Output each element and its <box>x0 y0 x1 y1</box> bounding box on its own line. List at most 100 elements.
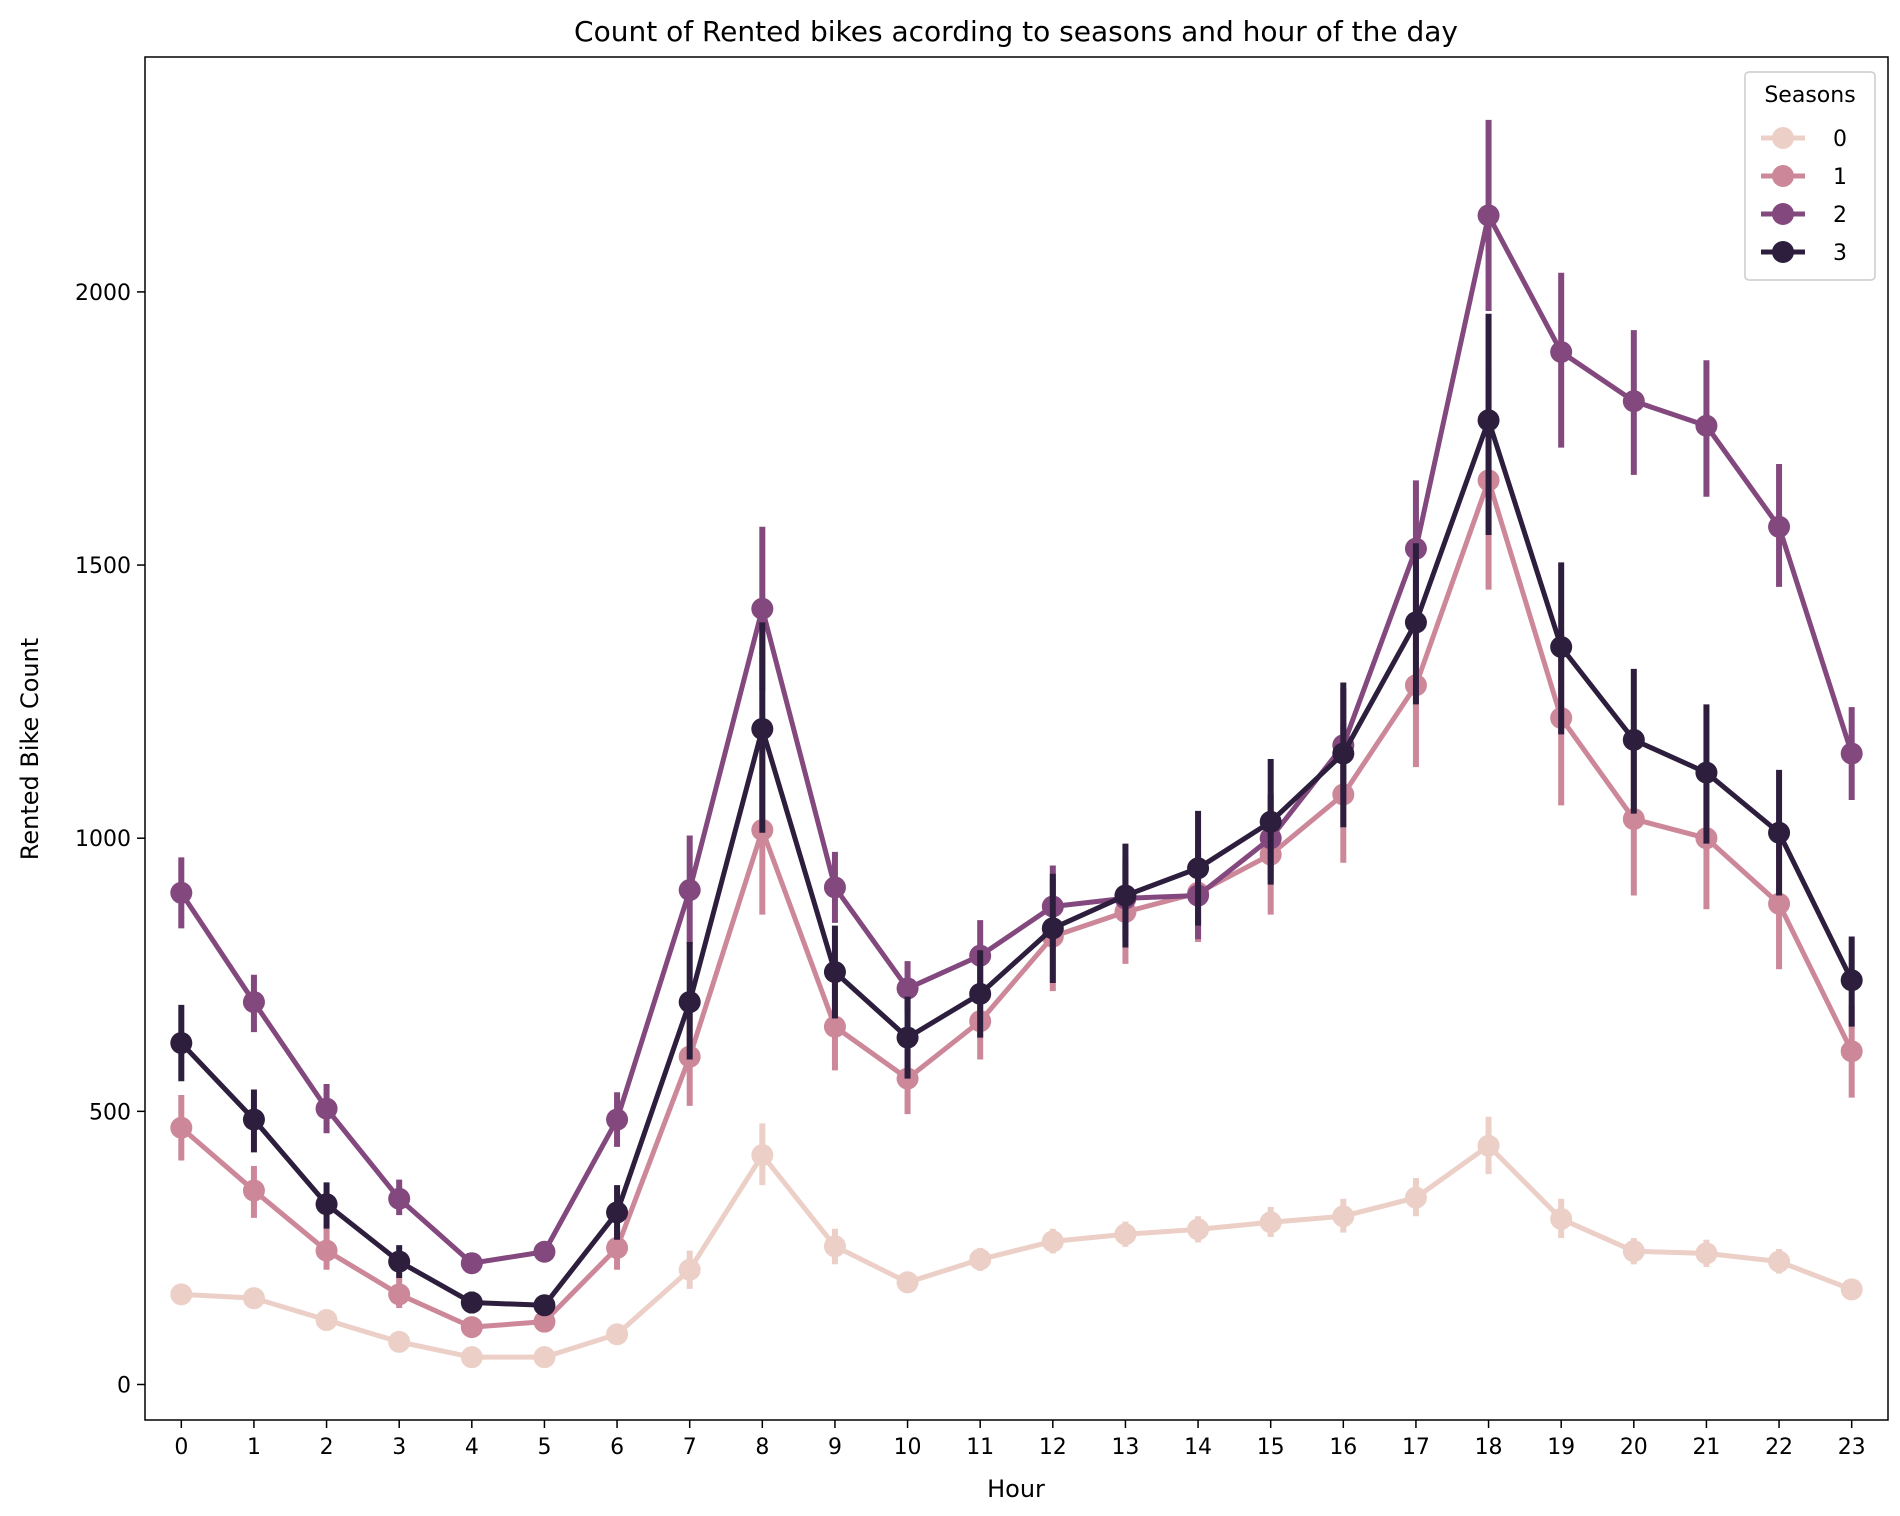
x-tick-label: 12 <box>1039 1435 1067 1460</box>
x-tick-label: 1 <box>247 1435 261 1460</box>
data-point <box>1114 1223 1137 1246</box>
data-point <box>969 1248 992 1271</box>
x-tick-label: 5 <box>537 1435 551 1460</box>
data-point <box>1404 1186 1427 1209</box>
x-tick-label: 23 <box>1838 1435 1866 1460</box>
x-tick-label: 18 <box>1475 1435 1503 1460</box>
y-tick-label: 500 <box>89 1100 131 1125</box>
data-point <box>170 881 193 904</box>
data-point <box>460 1291 483 1314</box>
series-line <box>179 417 1854 1308</box>
data-point <box>896 977 919 1000</box>
data-point <box>533 1294 556 1317</box>
legend-title: Seasons <box>1764 83 1855 108</box>
series-line <box>179 212 1855 1266</box>
x-tick-label: 13 <box>1111 1435 1139 1460</box>
x-tick-label: 22 <box>1765 1435 1793 1460</box>
y-tick-label: 1000 <box>75 827 131 852</box>
chart-title: Count of Rented bikes acording to season… <box>574 15 1458 48</box>
x-tick-label: 16 <box>1329 1435 1357 1460</box>
data-point <box>1550 340 1573 363</box>
data-point <box>170 1116 193 1139</box>
data-point <box>242 1287 265 1310</box>
x-axis-label: Hour <box>987 1475 1045 1503</box>
data-point <box>606 1201 629 1224</box>
x-tick-label: 15 <box>1257 1435 1285 1460</box>
legend-swatch-marker <box>1772 165 1794 187</box>
data-point <box>242 1108 265 1131</box>
data-point <box>823 1235 846 1258</box>
data-point <box>533 1346 556 1369</box>
data-point <box>388 1330 411 1353</box>
series-0 <box>170 1116 1863 1369</box>
data-point <box>242 1179 265 1202</box>
data-point <box>1840 742 1863 765</box>
series-line <box>181 1143 1853 1360</box>
data-point <box>606 1236 629 1259</box>
data-point <box>242 991 265 1014</box>
data-point <box>1768 1250 1791 1273</box>
data-point <box>1768 515 1791 538</box>
data-point <box>606 1108 629 1131</box>
data-point <box>315 1193 338 1216</box>
x-tick-label: 0 <box>174 1435 188 1460</box>
data-point <box>896 1271 919 1294</box>
x-tick-label: 20 <box>1620 1435 1648 1460</box>
axes: 0 1 2 3 4 5 6 7 8 9 10 11 12 13 14 15 16 17 18 19 20 21 22 2305… <box>75 56 1889 1460</box>
x-tick-label: 21 <box>1692 1435 1720 1460</box>
data-point <box>315 1239 338 1262</box>
data-point <box>1332 1205 1355 1228</box>
data-point <box>678 879 701 902</box>
x-tick-label: 7 <box>683 1435 697 1460</box>
data-point <box>1695 1242 1718 1265</box>
x-tick-label: 19 <box>1547 1435 1575 1460</box>
data-point <box>533 1240 556 1263</box>
data-point <box>1695 414 1718 437</box>
legend-box <box>1744 71 1876 281</box>
data-point <box>1622 390 1645 413</box>
data-point <box>606 1323 629 1346</box>
data-point <box>1840 969 1863 992</box>
y-tick-label: 2000 <box>75 281 131 306</box>
data-point <box>751 1144 774 1167</box>
data-point <box>969 982 992 1005</box>
data-point <box>460 1316 483 1339</box>
data-point <box>315 1309 338 1332</box>
data-point <box>388 1250 411 1273</box>
y-tick-label: 0 <box>117 1373 131 1398</box>
data-point <box>751 717 774 740</box>
data-point <box>1840 1278 1863 1301</box>
legend-entry-label: 2 <box>1833 203 1847 228</box>
legend-entry-label: 1 <box>1833 165 1847 190</box>
data-point <box>1695 761 1718 784</box>
data-point <box>1768 821 1791 844</box>
data-point <box>170 1283 193 1306</box>
x-tick-label: 10 <box>894 1435 922 1460</box>
data-point <box>460 1346 483 1369</box>
data-point <box>388 1187 411 1210</box>
data-point <box>315 1097 338 1120</box>
data-point <box>1259 810 1282 833</box>
plot-frame <box>144 56 1889 1421</box>
data-point <box>1840 1040 1863 1063</box>
series-line <box>179 477 1854 1330</box>
data-point <box>1114 884 1137 907</box>
x-tick-label: 2 <box>320 1435 334 1460</box>
x-tick-label: 14 <box>1184 1435 1212 1460</box>
x-tick-label: 11 <box>966 1435 994 1460</box>
plot-area <box>170 119 1863 1369</box>
legend: Seasons 0 1 2 3 <box>1744 71 1876 281</box>
legend-swatch-marker <box>1772 127 1794 149</box>
x-tick-label: 3 <box>392 1435 406 1460</box>
data-point <box>1332 742 1355 765</box>
data-point <box>1622 808 1645 831</box>
data-point <box>388 1283 411 1306</box>
data-point <box>823 1015 846 1038</box>
data-point <box>1477 409 1500 432</box>
x-tick-label: 8 <box>755 1435 769 1460</box>
data-point <box>170 1032 193 1055</box>
data-point <box>1768 892 1791 915</box>
data-point <box>1041 917 1064 940</box>
